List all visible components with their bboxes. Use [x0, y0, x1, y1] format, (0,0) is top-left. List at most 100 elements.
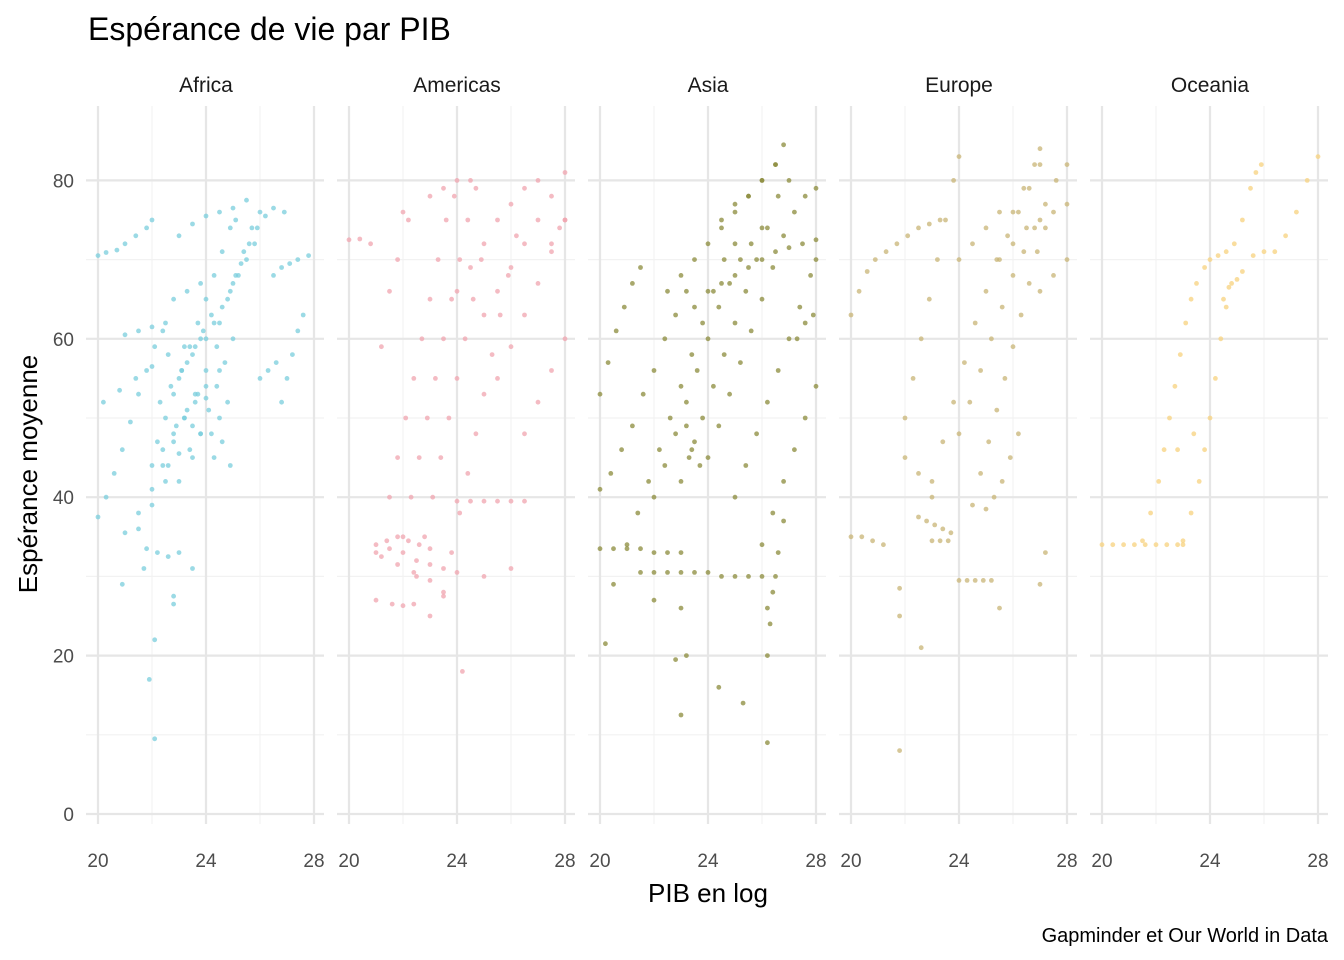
- data-point: [400, 534, 406, 540]
- data-point: [214, 344, 220, 350]
- data-point: [802, 415, 808, 421]
- data-point: [549, 249, 554, 255]
- data-point: [152, 736, 158, 742]
- data-point: [1142, 542, 1148, 548]
- data-point: [514, 233, 519, 239]
- data-point: [403, 415, 409, 421]
- data-point: [430, 494, 436, 500]
- data-point: [454, 570, 460, 575]
- data-point: [651, 570, 657, 575]
- data-point: [165, 463, 171, 468]
- data-point: [781, 479, 786, 484]
- facet-label: Oceania: [1171, 74, 1250, 97]
- data-point: [916, 514, 921, 520]
- data-point: [160, 463, 166, 468]
- data-point: [986, 439, 992, 445]
- x-tick-label: 24: [1199, 851, 1221, 872]
- data-point: [775, 368, 781, 373]
- data-point: [1064, 201, 1070, 207]
- data-point: [700, 320, 705, 326]
- facet-label: Asia: [688, 74, 729, 97]
- data-point: [1248, 185, 1253, 191]
- data-point: [678, 479, 684, 484]
- data-point: [872, 257, 878, 262]
- data-point: [1043, 225, 1048, 231]
- data-point: [638, 570, 643, 575]
- data-point: [149, 364, 155, 369]
- data-point: [732, 241, 738, 247]
- data-point: [1037, 217, 1043, 223]
- data-point: [179, 368, 185, 373]
- data-point: [95, 253, 101, 258]
- data-point: [673, 431, 678, 437]
- data-point: [732, 201, 738, 207]
- data-point: [999, 479, 1005, 484]
- data-point: [281, 209, 287, 215]
- data-point: [813, 185, 819, 191]
- data-point: [209, 431, 214, 437]
- y-tick-label: 20: [53, 647, 74, 668]
- data-point: [916, 471, 921, 476]
- data-point: [924, 518, 929, 524]
- data-point: [244, 197, 249, 203]
- data-point: [230, 205, 236, 211]
- data-point: [149, 217, 155, 223]
- points-africa: [95, 197, 311, 742]
- data-point: [443, 217, 449, 223]
- data-point: [665, 570, 670, 575]
- data-point: [1140, 538, 1145, 544]
- data-point: [379, 344, 384, 350]
- data-point: [227, 225, 233, 231]
- data-point: [1272, 249, 1278, 255]
- data-point: [411, 570, 417, 575]
- data-point: [759, 574, 765, 579]
- data-point: [951, 399, 956, 405]
- data-point: [1253, 170, 1259, 175]
- data-point: [427, 546, 433, 552]
- data-point: [1010, 209, 1016, 215]
- data-point: [176, 451, 182, 456]
- data-point: [692, 304, 697, 310]
- data-point: [684, 399, 689, 405]
- data-point: [689, 447, 695, 453]
- data-point: [522, 185, 527, 191]
- data-point: [943, 217, 948, 223]
- data-point: [705, 336, 711, 342]
- data-point: [155, 550, 160, 555]
- data-point: [238, 261, 244, 266]
- data-point: [217, 320, 222, 326]
- data-point: [481, 241, 487, 247]
- data-point: [454, 288, 460, 294]
- data-point: [770, 265, 776, 270]
- data-point: [481, 498, 487, 504]
- data-point: [1226, 284, 1232, 290]
- data-point: [1037, 146, 1043, 152]
- data-point: [716, 423, 722, 429]
- data-point: [918, 336, 924, 342]
- data-point: [427, 296, 433, 302]
- data-point: [279, 399, 284, 405]
- data-point: [932, 522, 938, 528]
- data-point: [881, 542, 886, 548]
- data-point: [290, 352, 295, 357]
- facet-panel-europe: Europe 20 24 28: [839, 74, 1078, 872]
- data-point: [848, 312, 854, 318]
- data-point: [103, 494, 109, 500]
- data-point: [406, 217, 411, 223]
- data-point: [400, 550, 406, 555]
- data-point: [190, 566, 195, 571]
- data-point: [233, 217, 239, 223]
- data-point: [300, 312, 306, 318]
- data-point: [929, 538, 935, 544]
- data-point: [1010, 344, 1016, 350]
- data-point: [1250, 253, 1256, 258]
- data-point: [686, 455, 692, 460]
- facet-label: Europe: [925, 74, 993, 97]
- chart-title: Espérance de vie par PIB: [88, 11, 451, 47]
- x-tick-label: 20: [338, 851, 359, 872]
- data-point: [597, 546, 603, 552]
- data-point: [678, 273, 684, 278]
- data-point: [754, 257, 759, 262]
- data-point: [373, 542, 379, 548]
- data-point: [522, 312, 527, 318]
